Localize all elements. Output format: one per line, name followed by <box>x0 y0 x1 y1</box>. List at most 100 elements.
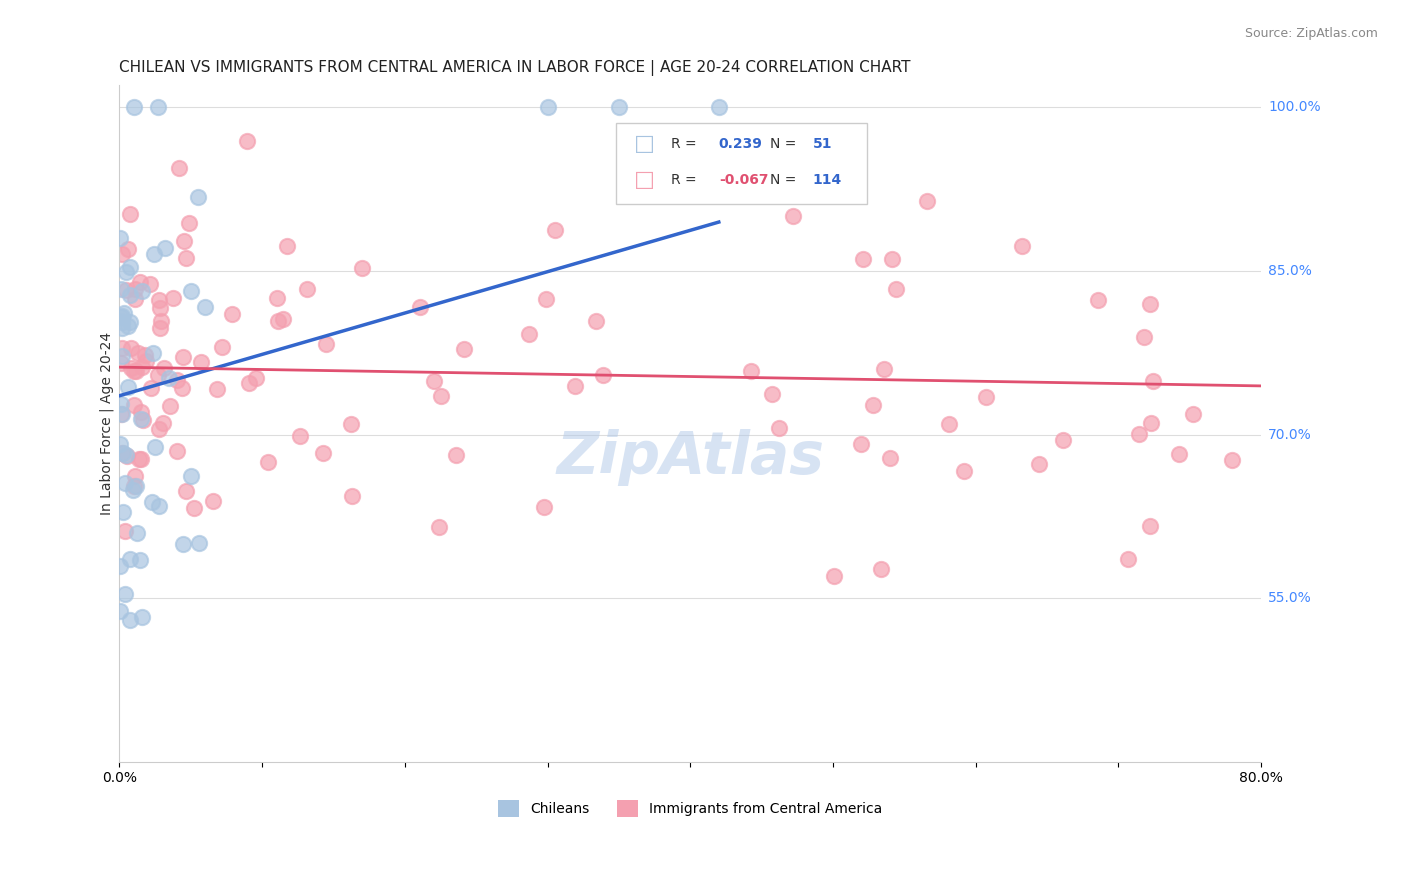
Point <box>115 283 138 297</box>
Point <box>177 216 200 230</box>
Point <box>149 321 172 335</box>
Point <box>1220 452 1243 467</box>
Point <box>124 468 146 483</box>
Point <box>276 239 298 253</box>
Point <box>118 315 141 329</box>
Point <box>111 341 134 355</box>
Legend: Chileans, Immigrants from Central America: Chileans, Immigrants from Central Americ… <box>492 795 889 822</box>
Point <box>152 416 174 430</box>
Point <box>148 293 170 307</box>
Point <box>533 500 555 514</box>
Point <box>761 387 783 401</box>
Point <box>120 613 142 627</box>
Point <box>953 464 976 478</box>
Point <box>131 609 153 624</box>
Point <box>128 275 150 289</box>
Point <box>350 260 373 275</box>
Point <box>190 355 212 369</box>
Point <box>427 520 450 534</box>
Point <box>111 316 134 330</box>
Point <box>1140 417 1163 431</box>
Point <box>145 440 167 454</box>
Point <box>110 282 132 296</box>
Point <box>256 454 278 468</box>
Point <box>768 420 790 434</box>
Point <box>536 100 558 114</box>
Point <box>117 243 139 257</box>
Point <box>167 161 190 176</box>
Point <box>172 536 194 550</box>
Point <box>236 134 259 148</box>
Point <box>879 450 901 465</box>
Point <box>340 417 363 431</box>
Point <box>882 252 904 267</box>
Point <box>1116 552 1139 566</box>
Point <box>536 293 558 307</box>
Point <box>423 374 446 388</box>
Text: Source: ZipAtlas.com: Source: ZipAtlas.com <box>1244 27 1378 40</box>
Point <box>870 562 893 576</box>
Text: N =: N = <box>770 173 801 187</box>
Point <box>782 209 804 223</box>
Title: CHILEAN VS IMMIGRANTS FROM CENTRAL AMERICA IN LABOR FORCE | AGE 20-24 CORRELATIO: CHILEAN VS IMMIGRANTS FROM CENTRAL AMERI… <box>120 60 911 76</box>
Point <box>139 277 162 292</box>
Point <box>707 100 730 114</box>
Point <box>128 452 150 467</box>
FancyBboxPatch shape <box>616 123 868 204</box>
Point <box>108 558 131 573</box>
Text: □: □ <box>634 170 655 190</box>
Point <box>135 354 157 368</box>
Point <box>125 479 148 493</box>
Point <box>453 343 475 357</box>
Point <box>1139 296 1161 310</box>
Point <box>409 300 432 314</box>
Point <box>129 412 152 426</box>
Point <box>544 223 567 237</box>
Point <box>120 361 142 376</box>
Point <box>607 100 630 114</box>
Point <box>120 288 142 302</box>
Point <box>120 341 142 355</box>
Point <box>166 444 188 458</box>
Point <box>149 301 172 316</box>
Point <box>1011 239 1033 253</box>
Point <box>173 234 195 248</box>
Point <box>112 505 135 519</box>
Y-axis label: In Labor Force | Age 20-24: In Labor Force | Age 20-24 <box>100 332 114 516</box>
Point <box>172 350 194 364</box>
Point <box>128 553 150 567</box>
Point <box>110 310 132 324</box>
Point <box>124 282 146 296</box>
Text: 55.0%: 55.0% <box>1268 591 1312 605</box>
Point <box>108 437 131 451</box>
Point <box>110 356 132 370</box>
Point <box>131 404 153 418</box>
Point <box>110 397 132 411</box>
Point <box>288 429 311 443</box>
Point <box>974 390 997 404</box>
Point <box>519 326 541 341</box>
Point <box>266 291 288 305</box>
Point <box>159 399 181 413</box>
Text: 100.0%: 100.0% <box>1268 100 1320 114</box>
Point <box>1168 447 1191 461</box>
Point <box>446 448 468 462</box>
Point <box>112 446 135 460</box>
Point <box>849 436 872 450</box>
Point <box>585 313 607 327</box>
Point <box>162 291 184 305</box>
Point <box>183 501 205 516</box>
Point <box>180 469 202 483</box>
Point <box>115 448 138 462</box>
Point <box>938 417 960 431</box>
Text: 0.239: 0.239 <box>718 137 762 152</box>
Point <box>221 307 243 321</box>
Point <box>115 449 138 463</box>
Point <box>114 475 136 490</box>
Point <box>115 265 138 279</box>
Text: 85.0%: 85.0% <box>1268 264 1312 278</box>
Point <box>1139 518 1161 533</box>
Point <box>157 370 180 384</box>
Point <box>122 364 145 378</box>
Point <box>131 360 153 375</box>
